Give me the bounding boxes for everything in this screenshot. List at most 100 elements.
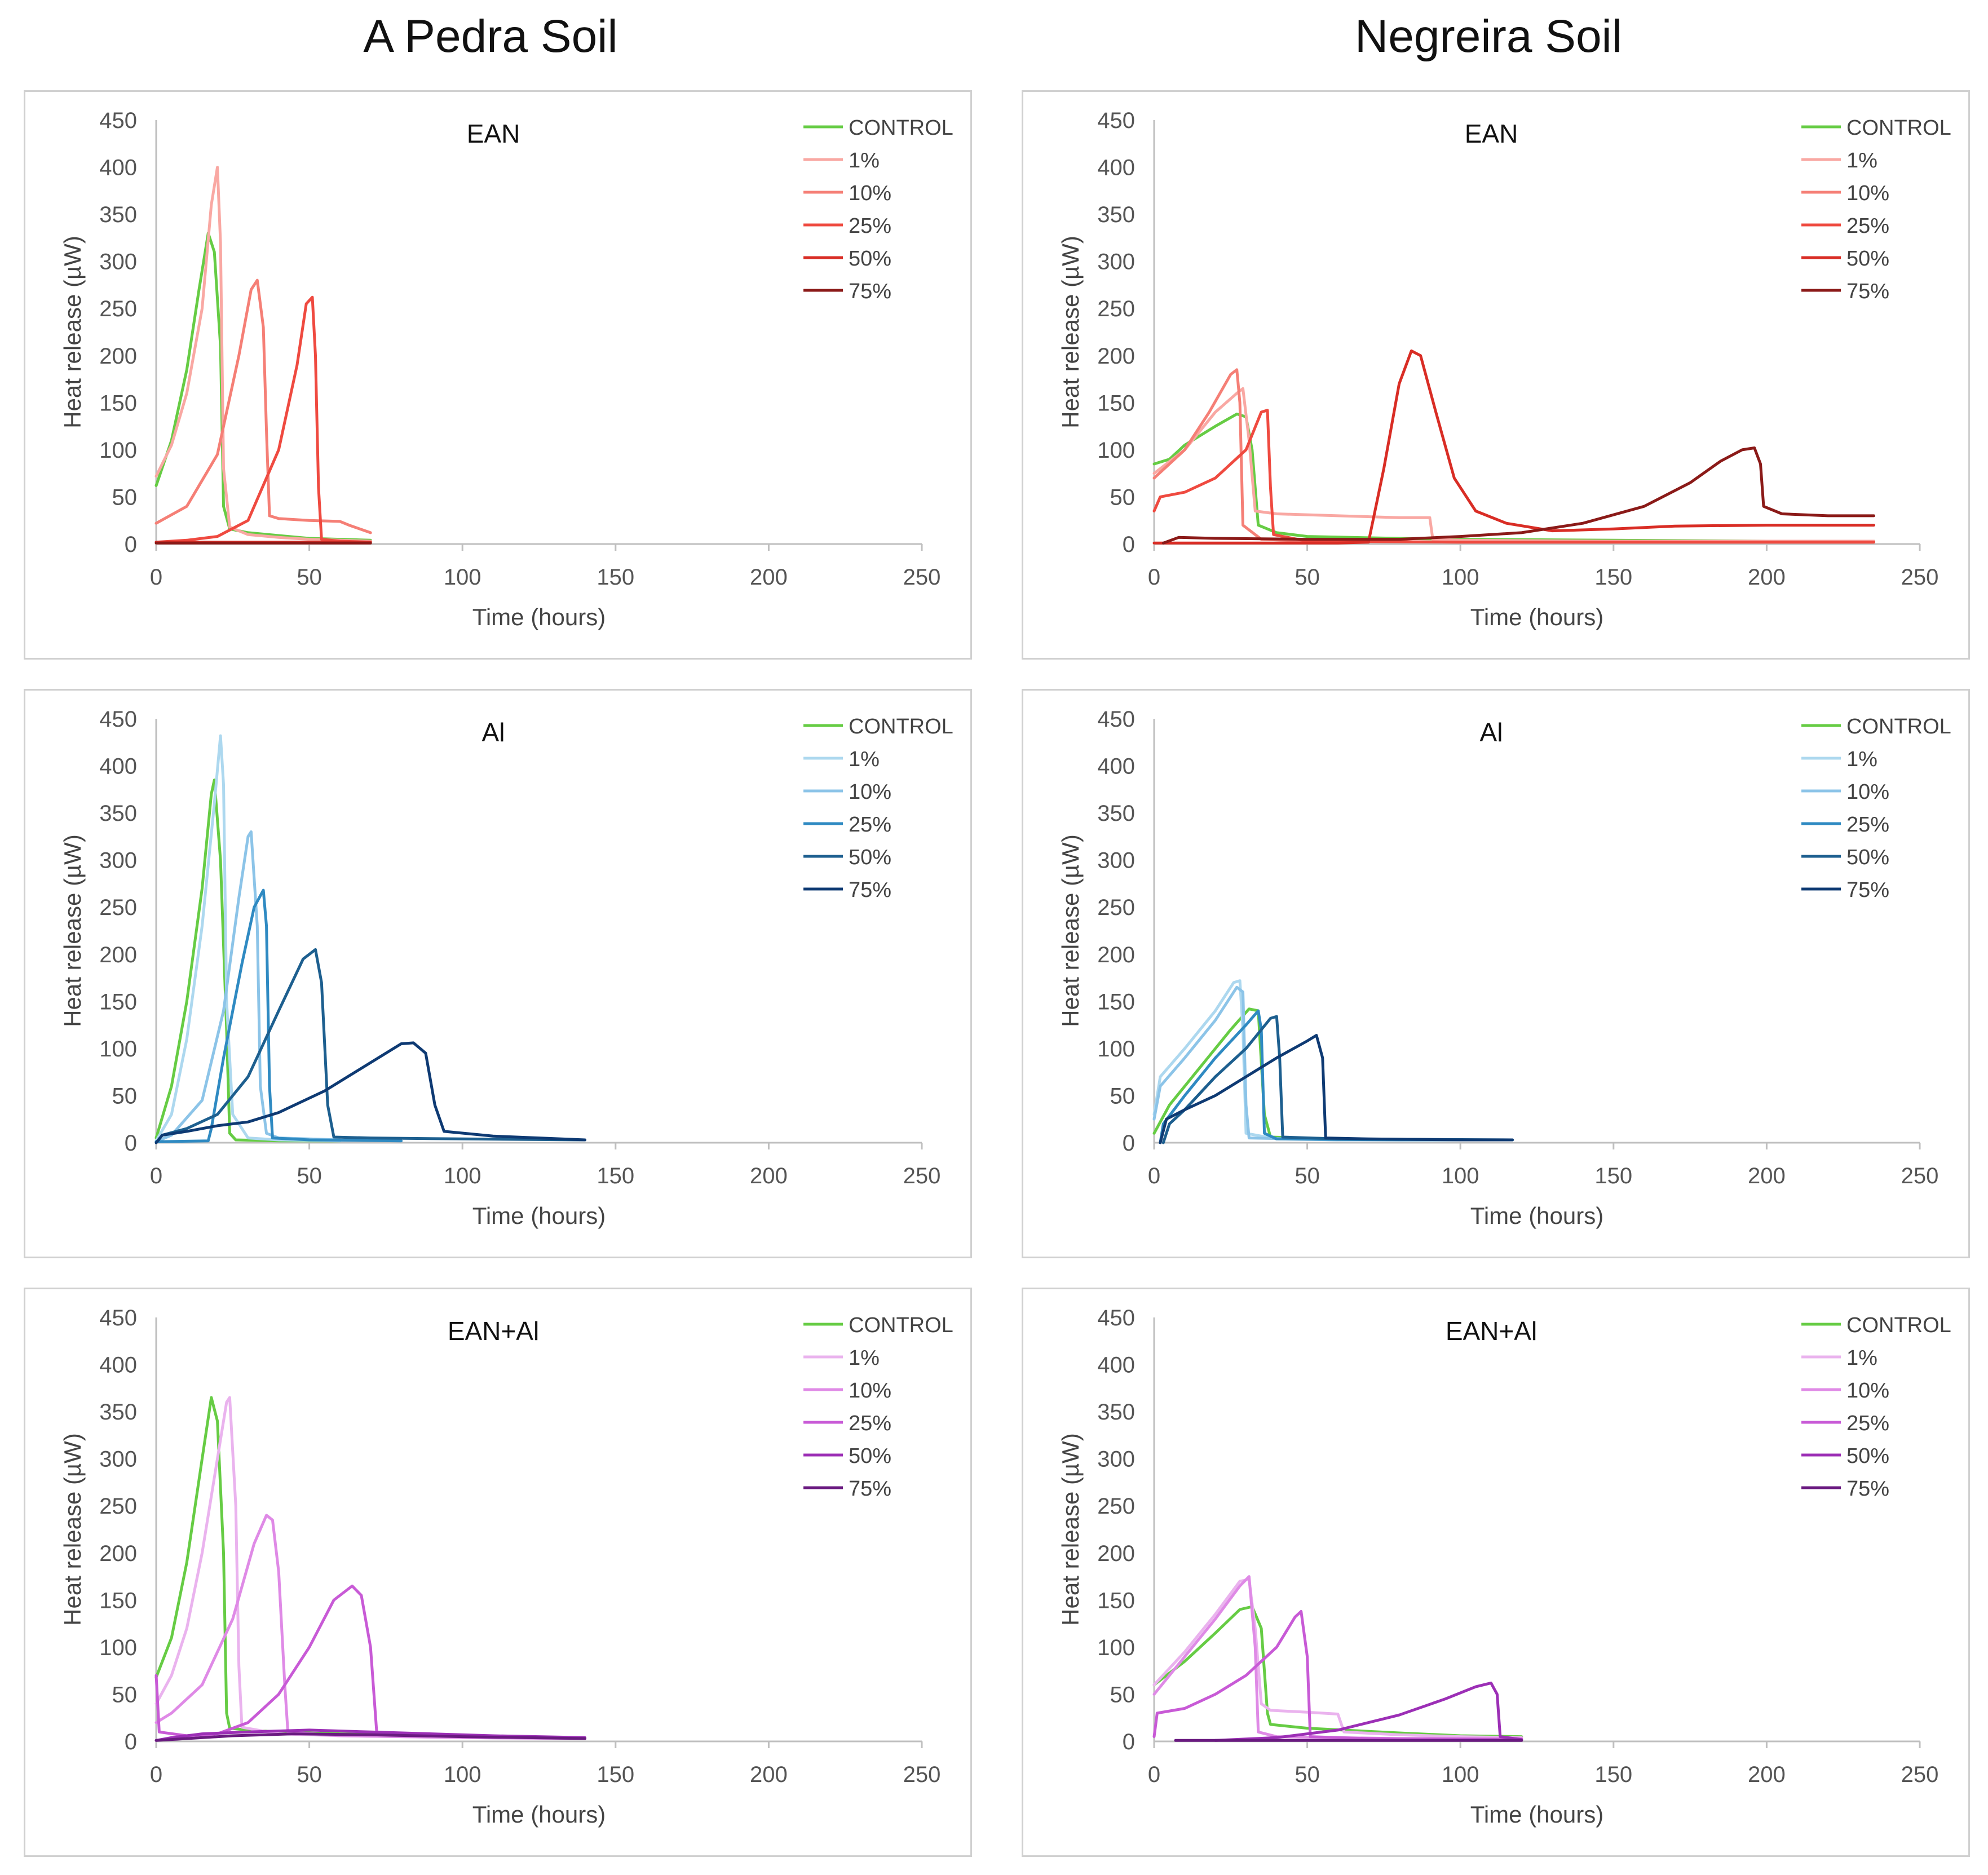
series-line [1159, 1034, 1514, 1144]
chart-subtitle: EAN+Al [448, 1316, 539, 1346]
x-tick-label: 150 [1594, 1762, 1632, 1787]
y-tick-label: 150 [99, 391, 137, 415]
y-tick-label: 450 [1097, 1306, 1135, 1330]
column-title-a-pedra: A Pedra Soil [363, 11, 618, 62]
legend-label: 25% [1846, 214, 1889, 238]
x-tick-label: 250 [903, 565, 941, 590]
x-tick-label: 0 [1148, 1762, 1160, 1787]
chart-panel-a-pedra-ean-al: 0 50 100 150 200 250 300 350 400 450 0 50 100 150 200 2… [24, 1288, 972, 1857]
y-tick-label: 250 [1097, 297, 1135, 321]
chart-subtitle: Al [1480, 718, 1503, 747]
x-axis-label: Time (hours) [472, 1801, 606, 1828]
series-line [154, 166, 372, 543]
y-tick-label: 300 [1097, 250, 1135, 275]
x-tick-label: 250 [1901, 1762, 1939, 1787]
y-axis-label: Heat release (µW) [59, 834, 86, 1027]
series-line [154, 779, 342, 1143]
y-tick-label: 350 [99, 202, 137, 227]
series-line [1152, 979, 1514, 1142]
chart-negreira-al: 0 50 100 150 200 250 300 350 400 450 0 50 100 150 200 2… [1057, 707, 1951, 1229]
series-line [154, 734, 342, 1143]
x-tick-label: 50 [297, 1164, 322, 1188]
y-tick-label: 50 [1110, 1682, 1136, 1707]
x-tick-label: 50 [1295, 565, 1320, 590]
y-tick-label: 50 [1110, 485, 1136, 510]
y-axis-label: Heat release (µW) [1057, 236, 1084, 428]
legend-label: 10% [1846, 780, 1889, 804]
legend-label: CONTROL [1846, 1314, 1951, 1337]
y-tick-label: 400 [1097, 156, 1135, 180]
y-tick-label: 250 [99, 1494, 137, 1519]
y-tick-label: 0 [1123, 1730, 1135, 1754]
legend-label: 1% [1846, 748, 1877, 771]
y-tick-label: 150 [1097, 1588, 1135, 1613]
x-tick-label: 200 [750, 1164, 788, 1188]
chart-panel-negreira-ean: 0 50 100 150 200 250 300 350 400 450 0 50 100 150 200 2… [1022, 90, 1970, 660]
x-tick-label: 0 [1148, 565, 1160, 590]
y-tick-label: 0 [125, 532, 137, 557]
y-tick-label: 400 [1097, 754, 1135, 779]
y-axis-label: Heat release (µW) [1057, 834, 1084, 1027]
y-tick-label: 200 [99, 1541, 137, 1566]
series-line [154, 1584, 586, 1740]
legend-label: 25% [1846, 1412, 1889, 1435]
series-line [154, 278, 372, 534]
x-tick-label: 250 [1901, 1164, 1939, 1188]
y-tick-label: 300 [99, 848, 137, 873]
series-line [154, 1041, 586, 1144]
legend-label: 75% [1846, 1477, 1889, 1501]
series-line [1152, 412, 1875, 543]
y-tick-label: 250 [1097, 1494, 1135, 1519]
y-tick-label: 350 [1097, 202, 1135, 227]
legend-label: 50% [849, 1444, 891, 1468]
chart-negreira-ean: 0 50 100 150 200 250 300 350 400 450 0 50 100 150 200 2… [1057, 108, 1951, 630]
x-tick-label: 0 [150, 1762, 162, 1787]
y-tick-label: 350 [1097, 1400, 1135, 1425]
y-axis-label: Heat release (µW) [59, 236, 86, 428]
y-tick-label: 200 [1097, 943, 1135, 967]
series-line [1152, 387, 1875, 543]
legend-label: 50% [1846, 1444, 1889, 1468]
series-line [1152, 1605, 1523, 1739]
legend-label: 10% [849, 182, 891, 205]
chart-subtitle: EAN [467, 119, 520, 148]
x-tick-label: 200 [750, 565, 788, 590]
x-tick-label: 200 [1748, 1762, 1786, 1787]
legend-label: 10% [849, 780, 891, 804]
y-tick-label: 50 [112, 485, 138, 510]
legend-label: 50% [849, 247, 891, 271]
series-line [154, 830, 342, 1143]
y-tick-label: 50 [1110, 1084, 1136, 1108]
y-tick-label: 200 [1097, 1541, 1135, 1566]
legend-label: 1% [849, 748, 880, 771]
y-tick-label: 450 [99, 108, 137, 133]
chart-panel-a-pedra-al: 0 50 100 150 200 250 300 350 400 450 0 50 100 150 200 2… [24, 689, 972, 1258]
legend-label: 10% [849, 1379, 891, 1403]
x-tick-label: 250 [903, 1164, 941, 1188]
chart-subtitle: Al [482, 718, 505, 747]
x-axis-label: Time (hours) [472, 604, 606, 630]
y-tick-label: 400 [99, 754, 137, 779]
x-tick-label: 150 [597, 565, 634, 590]
legend-label: 75% [1846, 280, 1889, 303]
series-line [154, 1514, 586, 1740]
x-tick-label: 100 [1442, 1762, 1479, 1787]
y-tick-label: 350 [99, 1400, 137, 1425]
legend-label: CONTROL [849, 1314, 953, 1337]
x-tick-label: 100 [1442, 565, 1479, 590]
chart-a-pedra-ean-al: 0 50 100 150 200 250 300 350 400 450 0 50 100 150 200 2… [59, 1306, 953, 1828]
chart-panel-negreira-ean-al: 0 50 100 150 200 250 300 350 400 450 0 50 100 150 200 2… [1022, 1288, 1970, 1857]
chart-negreira-ean-al: 0 50 100 150 200 250 300 350 400 450 0 50 100 150 200 2… [1057, 1306, 1951, 1828]
series-line [1152, 985, 1514, 1142]
y-tick-label: 250 [1097, 895, 1135, 920]
series-line [154, 295, 372, 544]
legend-label: CONTROL [849, 715, 953, 738]
y-tick-label: 450 [99, 1306, 137, 1330]
y-tick-label: 250 [99, 297, 137, 321]
y-tick-label: 100 [1097, 1037, 1135, 1062]
y-tick-label: 150 [99, 989, 137, 1014]
legend-label: 25% [849, 1412, 891, 1435]
legend-label: 1% [849, 149, 880, 173]
y-tick-label: 350 [1097, 801, 1135, 826]
y-tick-label: 0 [1123, 532, 1135, 557]
